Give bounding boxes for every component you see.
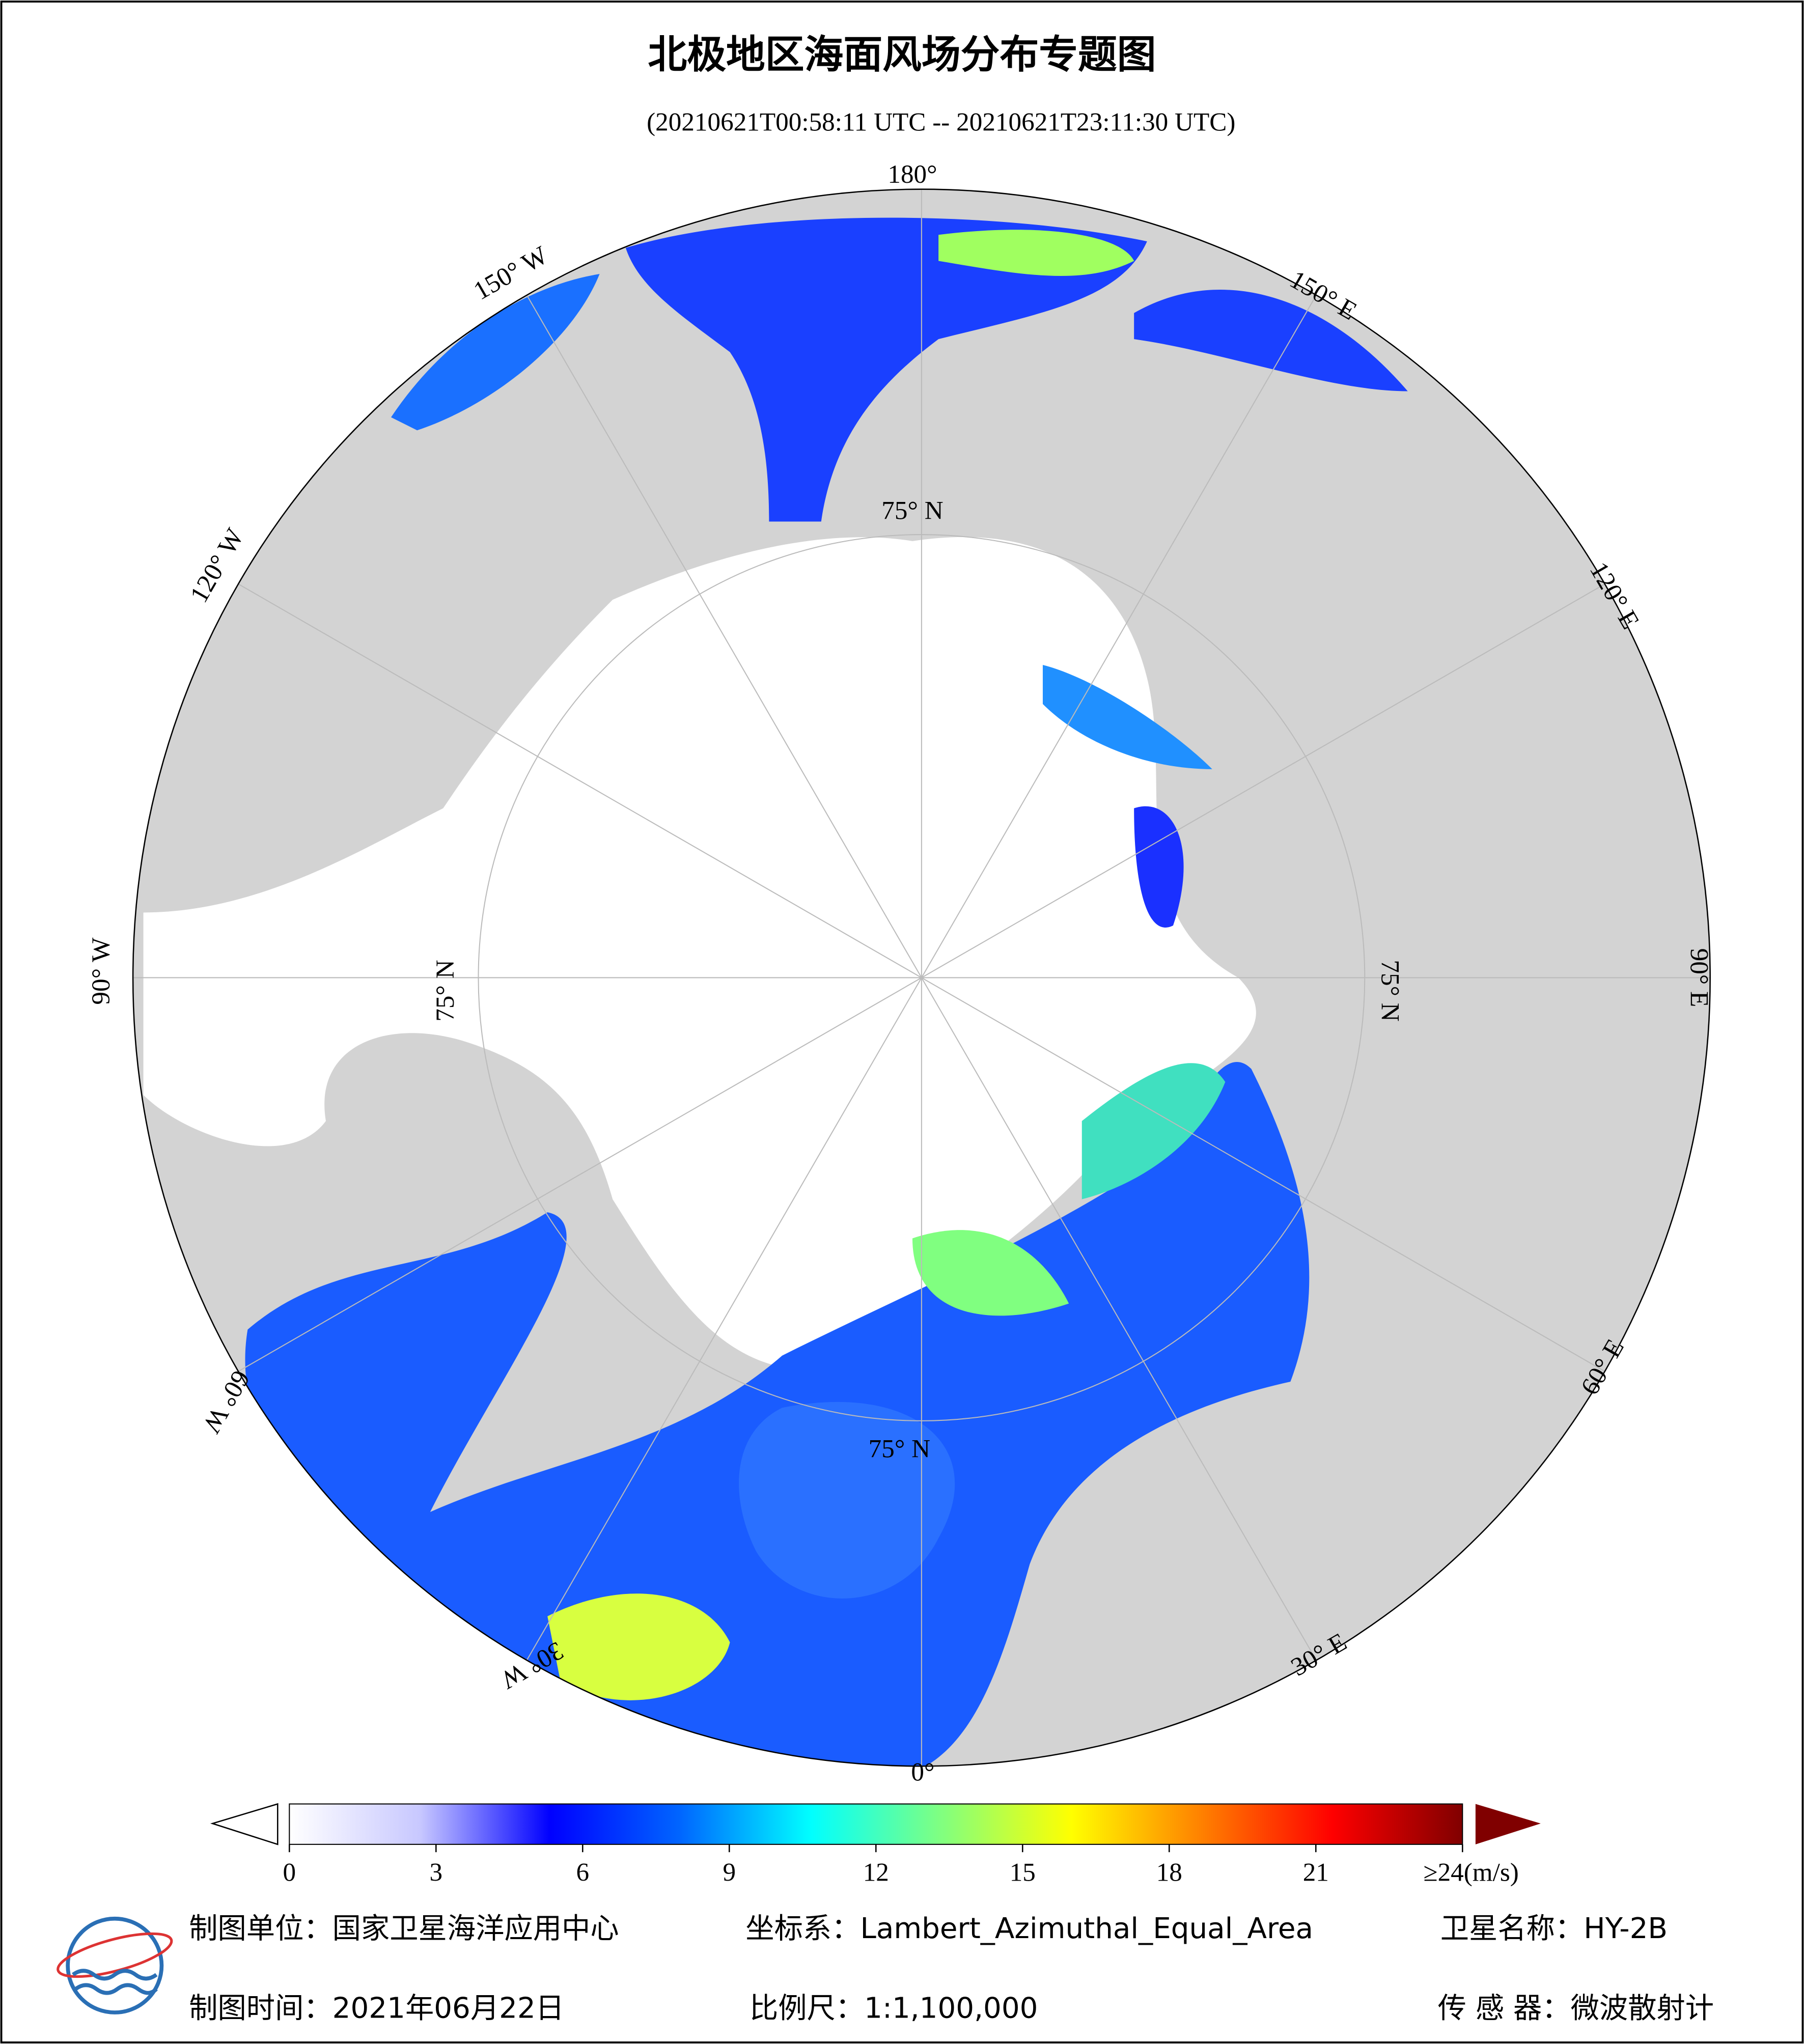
wind-field (739, 1402, 955, 1599)
subtitle: (20210621T00:58:11 UTC -- 20210621T23:11… (647, 107, 1235, 136)
colorbar: 0 3 6 9 12 15 18 21 ≥24(m/s) (210, 1803, 1541, 1887)
wind-field (1081, 1063, 1226, 1199)
colorbar-tick-label: 21 (1303, 1858, 1329, 1887)
wind-field (912, 1230, 1069, 1316)
title: 北极地区海面风场分布专题图 (648, 33, 1156, 78)
footer-satellite: 卫星名称：HY-2B (1440, 1912, 1668, 1945)
colorbar-tick-label: 9 (723, 1858, 736, 1887)
lon-label: 90° W (87, 937, 116, 1005)
graticule (133, 189, 1710, 1767)
lat-label: 75° N (431, 960, 460, 1021)
colorbar-tick-label: 15 (1010, 1858, 1036, 1887)
latitude-labels: 75° N 75° N 75° N 75° N (431, 496, 1405, 1463)
colorbar-bar (289, 1803, 1463, 1845)
footer-projection: 坐标系：Lambert_Azimuthal_Equal_Area (745, 1912, 1313, 1945)
lon-label: 0° (911, 1757, 934, 1786)
colorbar-tick-label: 3 (430, 1858, 443, 1887)
lon-label: 90° E (1684, 948, 1713, 1007)
colorbar-tick-label: 12 (863, 1858, 889, 1887)
map-border (132, 188, 1711, 1767)
lat-label: 75° N (869, 1435, 930, 1464)
footer-date: 制图时间：2021年06月22日 (189, 1992, 564, 2025)
colorbar-tick-label: ≥24(m/s) (1423, 1858, 1518, 1887)
lat-label: 75° N (1376, 960, 1405, 1021)
wind-field (1042, 665, 1212, 769)
footer: 制图单位：国家卫星海洋应用中心 坐标系：Lambert_Azimuthal_Eq… (189, 1912, 1714, 2025)
map (133, 189, 1710, 1767)
wind-field (625, 217, 1147, 522)
footer-sensor: 传 感 器：微波散射计 (1438, 1992, 1714, 2025)
wind-field (1134, 806, 1184, 928)
wind-field (547, 1593, 730, 1700)
footer-scale: 比例尺：1:1,100,000 (750, 1992, 1038, 2025)
sea-ice (143, 537, 1256, 1370)
logo (57, 1916, 173, 2014)
colorbar-tick-label: 18 (1156, 1858, 1182, 1887)
colorbar-over (1475, 1804, 1541, 1844)
footer-unit: 制图单位：国家卫星海洋应用中心 (189, 1912, 619, 1945)
colorbar-tick-label: 6 (576, 1858, 590, 1887)
colorbar-tick-label: 0 (283, 1858, 296, 1887)
wind-field (1134, 290, 1408, 391)
wind-field (391, 274, 600, 431)
colorbar-under (210, 1803, 279, 1845)
wind-field (938, 230, 1134, 276)
lon-label: 180° (887, 160, 937, 189)
lat-label: 75° N (881, 496, 943, 525)
